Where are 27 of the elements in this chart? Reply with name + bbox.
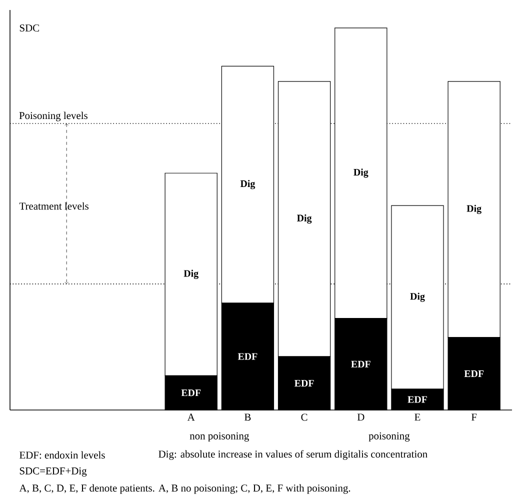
series-label: EDF <box>408 396 427 403</box>
text: EDF <box>238 353 258 360</box>
text: EDF <box>294 380 314 387</box>
text: SDC <box>20 24 39 32</box>
x-tick-label: C <box>301 414 308 421</box>
text: Dig <box>296 214 312 224</box>
text: Dig <box>466 204 482 214</box>
text: Dig <box>354 168 368 178</box>
text: Dig <box>240 180 256 190</box>
text: EDF <box>351 360 370 368</box>
text: non poisoning <box>190 432 249 442</box>
series-label: Dig <box>410 292 425 302</box>
text: EDF <box>464 370 484 377</box>
ref-line-label: Poisoning levels <box>19 112 88 122</box>
x-tick-label: B <box>244 414 251 421</box>
text: Treatment levels <box>19 202 88 210</box>
x-tick-label: A <box>187 414 195 421</box>
text: EDF <box>181 390 201 396</box>
text: SDC=EDF+Dig <box>20 467 87 477</box>
text: Dig: absolute increase in values of serum digitalis concentration <box>158 450 428 460</box>
text: EDF: endoxin levels <box>20 451 105 459</box>
text: Dig <box>184 270 198 279</box>
x-tick-label: E <box>414 414 420 421</box>
x-tick-label: D <box>357 414 364 421</box>
text: poisoning <box>368 432 410 442</box>
x-tick-label: F <box>471 414 477 421</box>
text: A, B, C, D, E, F denote patients. A, B no poisoning; C, D, E, F with poisoning. <box>19 484 350 494</box>
